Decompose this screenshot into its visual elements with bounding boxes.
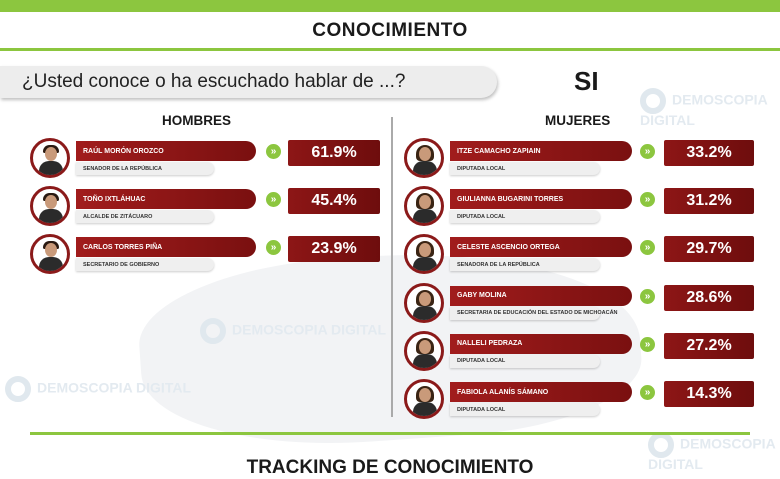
candidate-row: FABIOLA ALANÍS SÁMANO DIPUTADA LOCAL » 14.3… (404, 379, 754, 423)
percentage-value: 23.9% (288, 236, 380, 262)
candidate-row: RAÚL MORÓN OROZCO SENADOR DE LA REPÚBLICA… (30, 138, 380, 182)
page-title: CONOCIMIENTO (312, 20, 468, 41)
candidate-name: CARLOS TORRES PIÑA (76, 237, 256, 257)
candidate-row: CELESTE ASCENCIO ORTEGA SENADORA DE LA RE… (404, 234, 754, 278)
double-chevron-icon: » (640, 288, 655, 304)
candidate-name: NALLELI PEDRAZA (450, 333, 632, 354)
double-chevron-icon: » (640, 144, 655, 159)
watermark-logo: DEMOSCOPIA DIGITAL (5, 376, 191, 402)
double-chevron-icon: » (266, 192, 281, 207)
percentage-value: 45.4% (288, 188, 380, 214)
footer-divider (30, 432, 750, 435)
candidate-role: DIPUTADA LOCAL (450, 210, 600, 224)
percentage-value: 33.2% (664, 140, 754, 166)
double-chevron-icon: » (640, 192, 655, 208)
top-accent-bar (0, 0, 780, 12)
footer-title: TRACKING DE CONOCIMIENTO (246, 457, 534, 478)
double-chevron-icon: » (640, 240, 655, 256)
candidate-photo (404, 138, 444, 178)
candidate-photo (30, 138, 70, 178)
answer-label: SI (574, 66, 599, 96)
title-underline (0, 48, 780, 51)
percentage-value: 61.9% (288, 140, 380, 166)
column-title-men: HOMBRES (162, 113, 232, 128)
candidate-photo (30, 186, 70, 226)
candidate-name: TOÑO IXTLÁHUAC (76, 189, 256, 209)
column-divider (391, 117, 393, 417)
watermark-logo: DEMOSCOPIA DIGITAL (640, 88, 780, 127)
double-chevron-icon: » (640, 336, 655, 352)
candidate-name: CELESTE ASCENCIO ORTEGA (450, 237, 632, 258)
candidate-row: ITZE CAMACHO ZAPIAIN DIPUTADA LOCAL » 33.2% (404, 138, 754, 182)
double-chevron-icon: » (266, 144, 281, 159)
candidate-photo (404, 282, 444, 323)
candidate-role: SENADOR DE LA REPÚBLICA (76, 162, 214, 175)
candidate-photo (30, 234, 70, 274)
watermark-ring-icon (648, 432, 674, 458)
candidate-role: ALCALDE DE ZITÁCUARO (76, 210, 214, 223)
question-banner: ¿Usted conoce o ha escuchado hablar de .… (0, 66, 497, 98)
candidate-role: DIPUTADA LOCAL (450, 354, 600, 368)
candidate-photo (404, 234, 444, 275)
candidate-row: GABY MOLINA SECRETARIA DE EDUCACIÓN DEL E… (404, 282, 754, 327)
title-band: CONOCIMIENTO (0, 12, 780, 50)
candidate-role: SECRETARIO DE GOBIERNO (76, 258, 214, 271)
candidate-row: NALLELI PEDRAZA DIPUTADA LOCAL » 27.2% (404, 330, 754, 375)
candidate-name: ITZE CAMACHO ZAPIAIN (450, 141, 632, 161)
question-text: ¿Usted conoce o ha escuchado hablar de .… (22, 71, 406, 92)
candidate-name: GIULIANNA BUGARINI TORRES (450, 189, 632, 210)
column-title-women: MUJERES (545, 113, 611, 128)
candidate-role: SECRETARIA DE EDUCACIÓN DEL ESTADO DE MI… (450, 306, 618, 320)
candidate-name: GABY MOLINA (450, 285, 632, 306)
candidate-row: CARLOS TORRES PIÑA SECRETARIO DE GOBIERNO… (30, 234, 380, 278)
watermark-ring-icon (640, 88, 666, 114)
candidate-role: DIPUTADA LOCAL (450, 403, 600, 416)
watermark-ring-icon (5, 376, 31, 402)
percentage-value: 29.7% (664, 236, 754, 263)
candidate-name: RAÚL MORÓN OROZCO (76, 141, 256, 161)
watermark-ring-icon (200, 318, 226, 344)
watermark-logo: DEMOSCOPIA DIGITAL (648, 432, 780, 471)
double-chevron-icon: » (266, 240, 281, 255)
watermark-logo: DEMOSCOPIA DIGITAL (200, 318, 386, 344)
candidate-photo (404, 330, 444, 371)
candidate-name: FABIOLA ALANÍS SÁMANO (450, 382, 632, 402)
percentage-value: 14.3% (664, 381, 754, 407)
candidate-row: TOÑO IXTLÁHUAC ALCALDE DE ZITÁCUARO » 45.4% (30, 186, 380, 230)
percentage-value: 28.6% (664, 284, 754, 311)
candidate-row: GIULIANNA BUGARINI TORRES DIPUTADA LOCAL »… (404, 186, 754, 230)
candidate-role: DIPUTADA LOCAL (450, 162, 600, 175)
candidate-photo (404, 379, 444, 419)
candidate-role: SENADORA DE LA REPÚBLICA (450, 258, 600, 272)
percentage-value: 31.2% (664, 188, 754, 215)
double-chevron-icon: » (640, 385, 655, 400)
candidate-photo (404, 186, 444, 227)
percentage-value: 27.2% (664, 332, 754, 359)
